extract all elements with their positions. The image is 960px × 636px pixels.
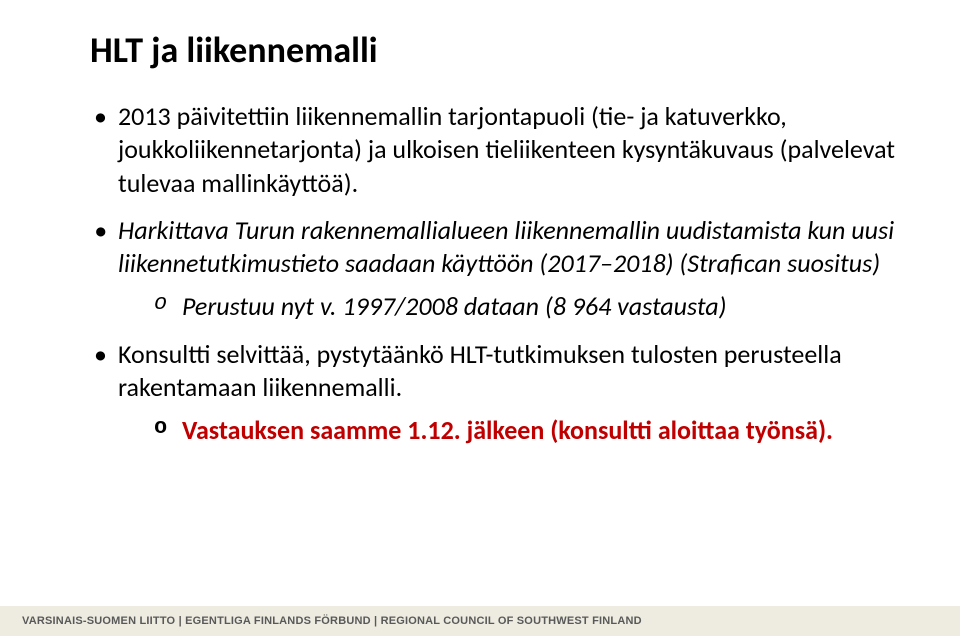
footer-text: VARSINAIS-SUOMEN LIITTO | EGENTLIGA FINL… — [22, 615, 642, 627]
bullet-item: 2013 päivitettiin liikennemallin tarjont… — [90, 100, 900, 200]
bullet-text: Harkittava Turun rakennemallialueen liik… — [118, 214, 894, 279]
footer-bar: VARSINAIS-SUOMEN LIITTO | EGENTLIGA FINL… — [0, 606, 960, 636]
bullet-item: Harkittava Turun rakennemallialueen liik… — [90, 214, 900, 324]
page-title: HLT ja liikennemalli — [90, 28, 900, 72]
bullet-text: Konsultti selvittää, pystytäänkö HLT-tut… — [118, 338, 842, 403]
slide: HLT ja liikennemalli 2013 päivitettiin l… — [0, 0, 960, 636]
sub-bullet-list: Vastauksen saamme 1.12. jälkeen (konsult… — [118, 414, 900, 447]
bullet-list: 2013 päivitettiin liikennemallin tarjont… — [90, 100, 900, 447]
bullet-item: Konsultti selvittää, pystytäänkö HLT-tut… — [90, 338, 900, 448]
sub-bullet-list: Perustuu nyt v. 1997/2008 dataan (8 964 … — [118, 290, 900, 323]
sub-bullet-item-highlight: Vastauksen saamme 1.12. jälkeen (konsult… — [154, 414, 900, 447]
sub-bullet-item: Perustuu nyt v. 1997/2008 dataan (8 964 … — [154, 290, 900, 323]
